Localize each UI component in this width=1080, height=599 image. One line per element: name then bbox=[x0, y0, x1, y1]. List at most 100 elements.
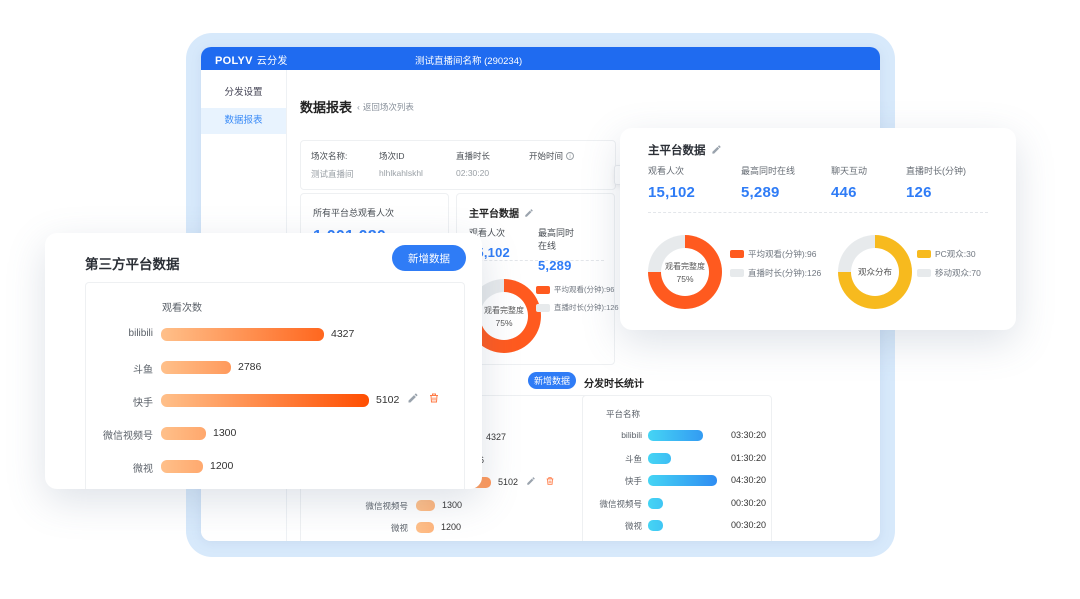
live-duration-value: 02:30:20 bbox=[456, 168, 490, 178]
bar bbox=[161, 426, 206, 440]
donut-title: 观看完整度 bbox=[665, 261, 705, 271]
legend-label: 直播时长(分钟):126 bbox=[748, 268, 822, 278]
bar bbox=[161, 393, 369, 407]
start-time-label: 开始时间 i bbox=[529, 150, 575, 162]
audience-donut-chart: 观众分布 bbox=[838, 235, 912, 309]
legend-label: 移动观众:70 bbox=[935, 268, 981, 278]
bar bbox=[648, 474, 717, 486]
session-id-label: 场次ID bbox=[379, 151, 405, 161]
stat-peak-online-label: 最高同时在线 bbox=[537, 228, 574, 251]
bar-value: 5102 bbox=[376, 394, 400, 406]
platform-label: 微视 bbox=[390, 523, 408, 533]
add-data-button[interactable]: 新增数据 bbox=[392, 245, 466, 271]
sidebar-item-data-report[interactable]: 数据报表 bbox=[201, 108, 286, 134]
platform-label: 微视 bbox=[624, 521, 642, 531]
bar bbox=[161, 360, 231, 374]
platform-label: 微信视频号 bbox=[103, 431, 153, 442]
audience-donut-center: 观众分布 bbox=[851, 248, 899, 296]
sidebar-item-distribution-settings[interactable]: 分发设置 bbox=[224, 87, 263, 98]
platform-label: 快手 bbox=[624, 476, 642, 486]
duration-section-title: 分发时长统计 bbox=[584, 379, 644, 390]
legend-item: PC观众:30 bbox=[917, 248, 981, 260]
duration-value: 00:30:20 bbox=[731, 520, 767, 530]
legend-label: 平均观看(分钟):96 bbox=[748, 249, 817, 259]
stat-views-label: 观看人次 bbox=[469, 228, 506, 238]
chart-row: 微信视频号 1300 bbox=[103, 426, 236, 442]
edit-icon[interactable] bbox=[407, 391, 419, 409]
delete-icon[interactable] bbox=[545, 473, 555, 491]
title-text: 主平台数据 bbox=[648, 145, 706, 157]
stat-value: 126 bbox=[906, 184, 932, 201]
bar-value: 4327 bbox=[486, 432, 507, 442]
stat-label: 直播时长(分钟) bbox=[906, 166, 966, 176]
chart-row: 微视 1200 bbox=[133, 459, 234, 475]
legend-swatch-gray bbox=[536, 303, 550, 312]
bar-value: 4327 bbox=[331, 328, 355, 340]
bar bbox=[648, 452, 671, 464]
app-header-bar: POLYV 云分发 测试直播间名称 (290234) bbox=[201, 47, 880, 70]
edit-icon[interactable] bbox=[526, 473, 536, 491]
page-title: 数据报表 bbox=[300, 100, 353, 115]
stat-live-minutes: 直播时长(分钟) 126 bbox=[906, 164, 966, 201]
session-info-card: 场次名称: 测试直播间 场次ID hlhlkahlskhl 直播时长 02:30… bbox=[300, 140, 616, 190]
chart-row: 微视 1200 bbox=[391, 520, 461, 534]
legend-item: 移动观众:70 bbox=[917, 267, 981, 279]
legend-label: 直播时长(分钟):126 bbox=[554, 303, 619, 312]
bar-value: 2786 bbox=[238, 361, 262, 373]
duration-value: 03:30:20 bbox=[731, 430, 767, 440]
back-to-session-list-link[interactable]: ‹ 返回场次列表 bbox=[357, 101, 414, 113]
donut-percent: 75% bbox=[676, 273, 694, 284]
edit-icon[interactable] bbox=[711, 144, 722, 158]
session-name-label: 场次名称: bbox=[311, 151, 348, 161]
bar bbox=[161, 459, 203, 473]
add-data-button[interactable]: 新增数据 bbox=[528, 372, 576, 389]
main-platform-stats: 观看人次 15,102 最高同时在线 5,289 bbox=[469, 226, 602, 273]
bar bbox=[648, 497, 663, 509]
platform-label: bilibili bbox=[621, 430, 642, 440]
legend-item: 平均观看(分钟):96 bbox=[536, 284, 619, 295]
legend-swatch-yellow bbox=[917, 250, 931, 258]
platform-label: 微信视频号 bbox=[599, 499, 642, 509]
duration-value: 01:30:20 bbox=[731, 453, 767, 463]
chart-row: 快手 5102 bbox=[133, 391, 440, 409]
logo-text: POLYV bbox=[215, 55, 253, 67]
stat-label: 最高同时在线 bbox=[741, 166, 796, 176]
legend-item: 直播时长(分钟):126 bbox=[536, 302, 619, 313]
back-link-label: 返回场次列表 bbox=[362, 102, 414, 112]
chart-row: bilibili 4327 bbox=[129, 327, 355, 341]
start-time-label-text: 开始时间 bbox=[529, 151, 564, 161]
bar-value: 1200 bbox=[210, 460, 234, 472]
stat-value: 446 bbox=[831, 184, 857, 201]
completion-donut-percent: 75% bbox=[495, 317, 513, 328]
dashed-divider bbox=[469, 260, 604, 261]
platform-label: 微信视频号 bbox=[365, 501, 408, 511]
bar bbox=[416, 521, 434, 533]
completion-donut-chart: 观看完整度 75% bbox=[648, 235, 722, 309]
chevron-left-icon: ‹ bbox=[357, 102, 360, 112]
stat-peak-online: 最高同时在线 5,289 bbox=[741, 164, 831, 201]
duration-row: 微视 00:30:20 bbox=[625, 518, 766, 532]
session-name-field: 场次名称: 测试直播间 bbox=[311, 150, 354, 180]
platform-label: 斗鱼 bbox=[624, 454, 642, 464]
delete-icon[interactable] bbox=[428, 391, 440, 409]
completion-donut-legend: 平均观看(分钟):96 直播时长(分钟):126 bbox=[730, 248, 821, 286]
duration-row: 快手 04:30:20 bbox=[625, 473, 766, 487]
legend-swatch-gray bbox=[917, 269, 931, 277]
legend-label: PC观众:30 bbox=[935, 249, 976, 259]
floating-main-platform-title: 主平台数据 bbox=[648, 142, 722, 158]
bar bbox=[648, 519, 663, 531]
info-icon[interactable]: i bbox=[566, 152, 575, 160]
floating-third-party-title: 第三方平台数据 bbox=[85, 257, 180, 272]
dashed-divider bbox=[648, 212, 988, 213]
stat-chat-interactions: 聊天互动 446 bbox=[831, 164, 906, 201]
edit-icon[interactable] bbox=[524, 205, 534, 223]
third-party-chart-box: 观看次数 bilibili 4327 斗鱼 2786 快手 5102 bbox=[85, 282, 465, 489]
bar bbox=[416, 499, 435, 511]
duration-row: 斗鱼 01:30:20 bbox=[625, 451, 766, 465]
session-id-value: hlhlkahlskhl bbox=[379, 168, 423, 178]
bar bbox=[648, 429, 703, 441]
chart-row: 微信视频号 1300 bbox=[365, 498, 462, 512]
polyv-logo: POLYV 云分发 bbox=[215, 52, 288, 67]
platform-label: 快手 bbox=[133, 398, 153, 409]
platform-label: 斗鱼 bbox=[133, 365, 153, 376]
